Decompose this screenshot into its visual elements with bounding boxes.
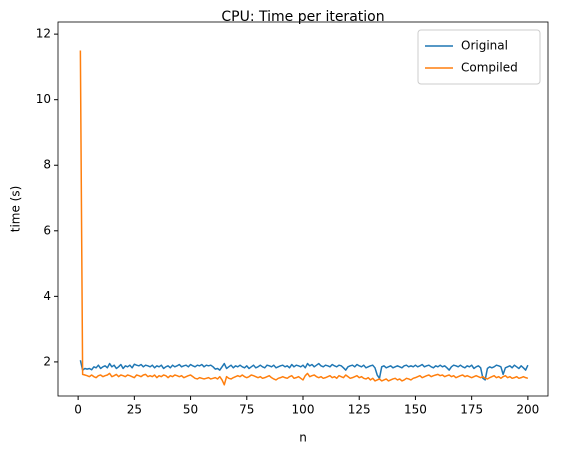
- legend-label: Compiled: [461, 61, 518, 75]
- x-tick-label: 100: [292, 403, 315, 417]
- x-tick-label: 50: [183, 403, 198, 417]
- plot-frame: [57, 21, 549, 397]
- legend-box: [417, 29, 541, 85]
- y-tick-label: 4: [43, 289, 51, 303]
- y-tick-label: 12: [36, 27, 51, 41]
- legend-label: Original: [461, 39, 508, 53]
- x-tick-label: 150: [404, 403, 427, 417]
- y-tick-label: 10: [36, 92, 51, 106]
- x-tick-label: 175: [460, 403, 483, 417]
- y-tick-label: 2: [43, 354, 51, 368]
- series-line: [79, 50, 529, 386]
- y-tick-label: 8: [43, 158, 51, 172]
- x-tick-label: 0: [74, 403, 82, 417]
- x-tick-label: 75: [239, 403, 254, 417]
- x-tick-label: 125: [348, 403, 371, 417]
- x-axis-label: n: [299, 431, 307, 445]
- chart-title: CPU: Time per iteration: [221, 9, 384, 25]
- x-tick-label: 200: [516, 403, 539, 417]
- series-line: [79, 360, 529, 381]
- x-tick-label: 25: [127, 403, 142, 417]
- y-tick-label: 6: [43, 223, 51, 237]
- y-axis-label: time (s): [9, 186, 23, 233]
